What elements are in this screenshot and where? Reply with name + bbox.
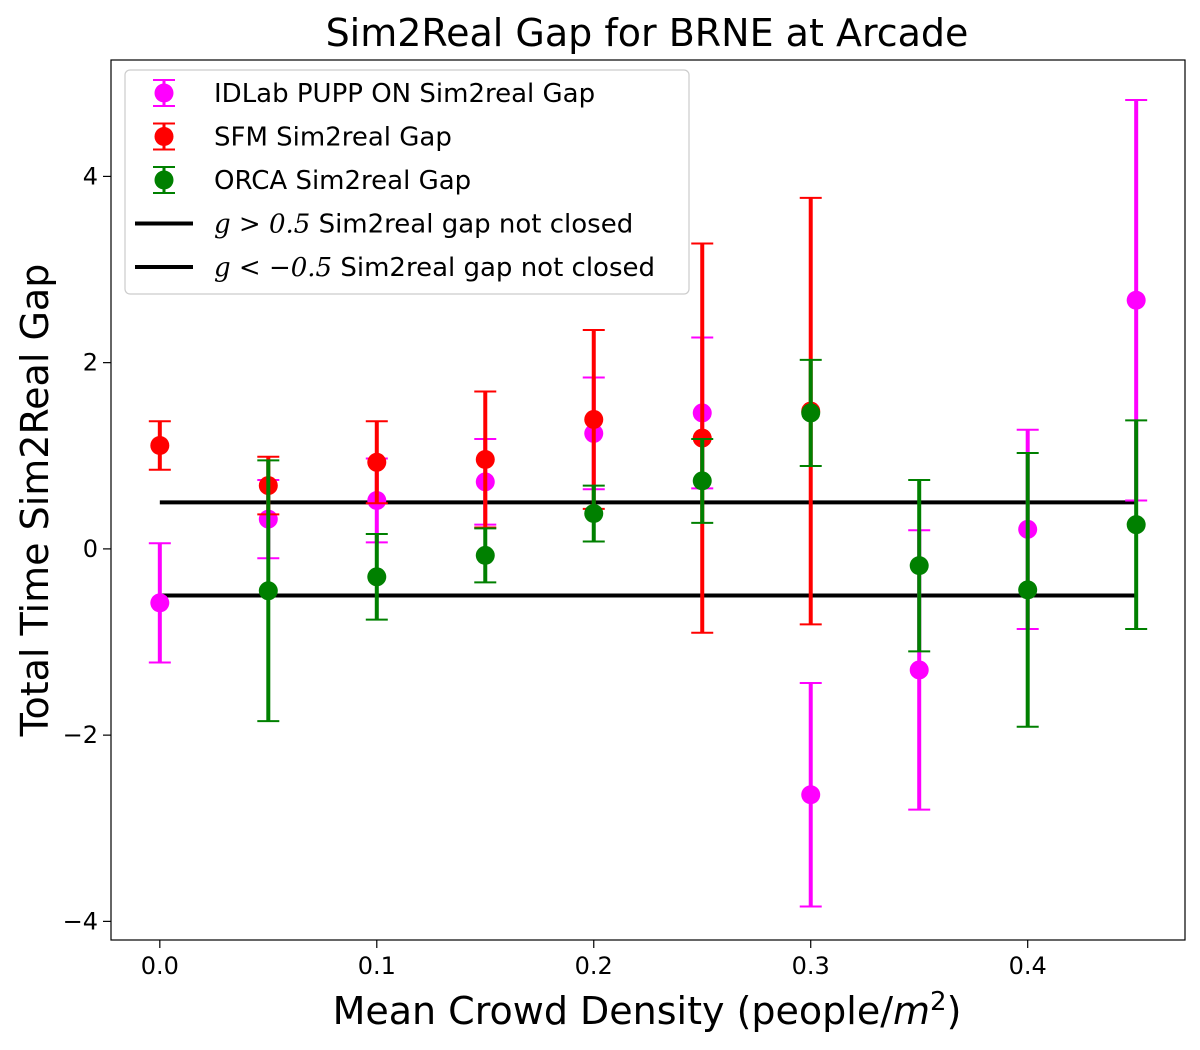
series-2 [257, 358, 1148, 728]
data-point [801, 785, 821, 805]
data-point [801, 403, 821, 423]
legend-label: ORCA Sim2real Gap [214, 166, 471, 196]
data-point [1018, 580, 1038, 600]
plot-area [148, 99, 1148, 908]
plot-frame [110, 59, 1186, 941]
data-point [475, 545, 495, 565]
y-tick-label: −2 [63, 721, 98, 749]
data-point [367, 567, 387, 587]
y-tick-label: −4 [63, 907, 98, 935]
data-point [150, 436, 170, 456]
legend-marker [154, 170, 174, 190]
y-tick-label: 2 [83, 349, 98, 377]
legend-label: g < −0.5 Sim2real gap not closed [214, 253, 655, 283]
legend-marker [154, 127, 174, 146]
data-point [475, 449, 495, 469]
legend-label: IDLab PUPP ON Sim2real Gap [214, 79, 595, 109]
x-tick-label: 0.4 [1009, 952, 1047, 980]
legend: IDLab PUPP ON Sim2real Gap SFM Sim2real G… [124, 69, 690, 295]
legend-item-2: ORCA Sim2real Gap [153, 166, 471, 196]
legend-item-1: SFM Sim2real Gap [153, 122, 452, 153]
x-axis-label: Mean Crowd Density (people/m2) [333, 987, 962, 1033]
data-point [150, 593, 170, 613]
y-axis-label: Total Time Sim2Real Gap [13, 264, 57, 738]
chart-title: Sim2Real Gap for BRNE at Arcade [326, 11, 969, 55]
data-point [584, 504, 604, 524]
x-tick-label: 0.0 [141, 952, 179, 980]
x-tick-label: 0.2 [575, 952, 613, 980]
legend-label: SFM Sim2real Gap [214, 123, 452, 153]
x-tick-label: 0.1 [358, 952, 396, 980]
legend-frame [124, 69, 690, 295]
legend-item-0: IDLab PUPP ON Sim2real Gap [153, 79, 595, 109]
legend-label: g > 0.5 Sim2real gap not closed [214, 210, 633, 240]
x-tick-label: 0.3 [792, 952, 830, 980]
data-point [1126, 290, 1146, 310]
y-tick-label: 0 [83, 535, 98, 563]
legend-item-3: g > 0.5 Sim2real gap not closed [135, 210, 633, 240]
data-point [692, 471, 712, 491]
x-axis: 0.0 0.1 0.2 0.3 0.4 [141, 940, 1047, 980]
legend-item-4: g < −0.5 Sim2real gap not closed [135, 253, 655, 283]
data-point [909, 556, 929, 576]
y-tick-label: 4 [83, 162, 98, 190]
legend-marker [154, 83, 174, 103]
data-point [367, 452, 387, 472]
data-point [258, 581, 278, 601]
y-axis: −4 −2 0 2 4 [63, 162, 111, 935]
data-point [909, 660, 929, 680]
data-point [584, 409, 604, 429]
data-point [1126, 515, 1146, 535]
